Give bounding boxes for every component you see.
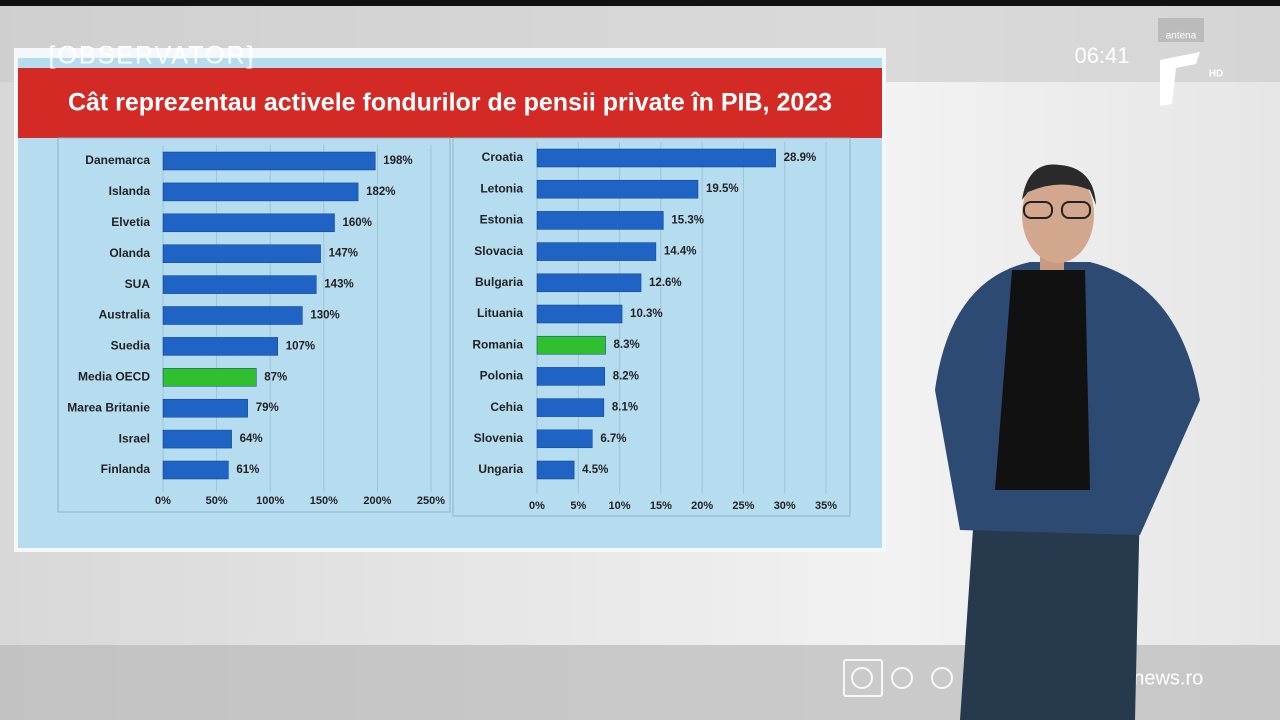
bar (162, 429, 232, 449)
data-label: 4.5% (582, 464, 608, 476)
data-label: 15.3% (671, 214, 704, 226)
bar (536, 304, 623, 324)
chart-title: Cât reprezentau activele fondurilor de p… (68, 89, 832, 117)
y-tick-label: Suedia (111, 339, 151, 353)
y-tick-label: Elvetia (111, 215, 150, 229)
x-tick-label: 25% (732, 500, 754, 512)
y-tick-label: Lituania (477, 306, 523, 320)
y-tick-label: Croatia (482, 150, 524, 164)
data-label: 14.4% (664, 246, 697, 258)
y-tick-label: Islanda (109, 184, 151, 198)
y-tick-label: Finlanda (101, 462, 151, 476)
bar (536, 429, 593, 449)
y-tick-label: Slovacia (474, 244, 523, 258)
channel-logo (1160, 52, 1200, 106)
data-label: 8.2% (613, 370, 639, 382)
y-tick-label: SUA (125, 277, 151, 291)
hd-badge: HD (1209, 69, 1223, 80)
title-bar (18, 68, 882, 138)
bar (536, 460, 575, 480)
bar (536, 398, 605, 417)
y-tick-label: Media OECD (78, 369, 150, 383)
bar (162, 337, 278, 356)
channel-name: antena (1166, 31, 1197, 42)
x-tick-label: 15% (650, 500, 672, 512)
y-tick-label: Letonia (480, 181, 523, 195)
chart-frame (452, 137, 851, 517)
y-tick-label: Danemarca (85, 153, 150, 167)
bar (162, 213, 335, 233)
data-label: 87% (264, 371, 287, 383)
data-label: 198% (383, 155, 412, 167)
bar (162, 306, 303, 325)
channel-box (1158, 18, 1204, 42)
x-tick-label: 35% (815, 500, 837, 512)
charts: 0% 50% 100% 150% 200% 250% Danemarca 198% Island… (67, 142, 837, 512)
bar (162, 182, 359, 202)
data-label: 6.7% (600, 433, 626, 445)
bar (536, 148, 776, 168)
chart-frame (57, 137, 451, 513)
y-tick-label: Australia (99, 308, 151, 322)
data-label: 64% (240, 433, 263, 445)
x-tick-label: 250% (417, 495, 445, 507)
bar (162, 275, 317, 294)
bar (536, 335, 606, 355)
data-label: 19.5% (706, 183, 739, 195)
data-label: 130% (310, 310, 339, 322)
y-tick-label: Romania (472, 337, 523, 351)
bar (162, 368, 257, 387)
data-label: 28.9% (784, 152, 817, 164)
bar (162, 151, 376, 171)
brand-logo: [OBSERVATOR] (49, 42, 256, 70)
data-label: 147% (329, 248, 358, 260)
data-label: 8.1% (612, 402, 638, 414)
y-tick-label: Estonia (480, 213, 524, 227)
data-label: 143% (324, 279, 353, 291)
data-label: 160% (343, 217, 372, 229)
x-tick-label: 0% (155, 495, 171, 507)
y-tick-label: Polonia (480, 369, 524, 383)
bar (162, 460, 229, 480)
data-label: 8.3% (614, 339, 640, 351)
data-label: 10.3% (630, 308, 663, 320)
x-tick-label: 150% (310, 495, 338, 507)
x-tick-label: 0% (529, 500, 545, 512)
x-tick-label: 30% (774, 500, 796, 512)
y-tick-label: Olanda (109, 246, 150, 260)
y-tick-label: Bulgaria (475, 275, 523, 289)
x-tick-label: 10% (609, 500, 631, 512)
y-tick-label: Cehia (490, 400, 523, 414)
data-label: 61% (236, 464, 259, 476)
x-tick-label: 200% (363, 495, 391, 507)
bar (536, 211, 664, 230)
top-strip (0, 0, 1280, 6)
bar (536, 242, 657, 261)
data-label: 79% (256, 402, 279, 414)
presenter (935, 164, 1200, 720)
bar (162, 398, 248, 418)
x-tick-label: 50% (206, 495, 228, 507)
bar (162, 244, 321, 263)
bar (536, 273, 642, 293)
y-tick-label: Slovenia (474, 431, 524, 445)
y-tick-label: Marea Britanie (67, 400, 150, 414)
x-tick-label: 5% (570, 500, 586, 512)
bar (536, 367, 605, 386)
data-label: 12.6% (649, 277, 682, 289)
clock: 06:41 (1074, 43, 1129, 68)
y-tick-label: Ungaria (478, 462, 523, 476)
data-label: 182% (366, 186, 395, 198)
x-tick-label: 20% (691, 500, 713, 512)
x-tick-label: 100% (256, 495, 284, 507)
bar (536, 179, 699, 199)
data-label: 107% (286, 340, 315, 352)
y-tick-label: Israel (119, 431, 150, 445)
